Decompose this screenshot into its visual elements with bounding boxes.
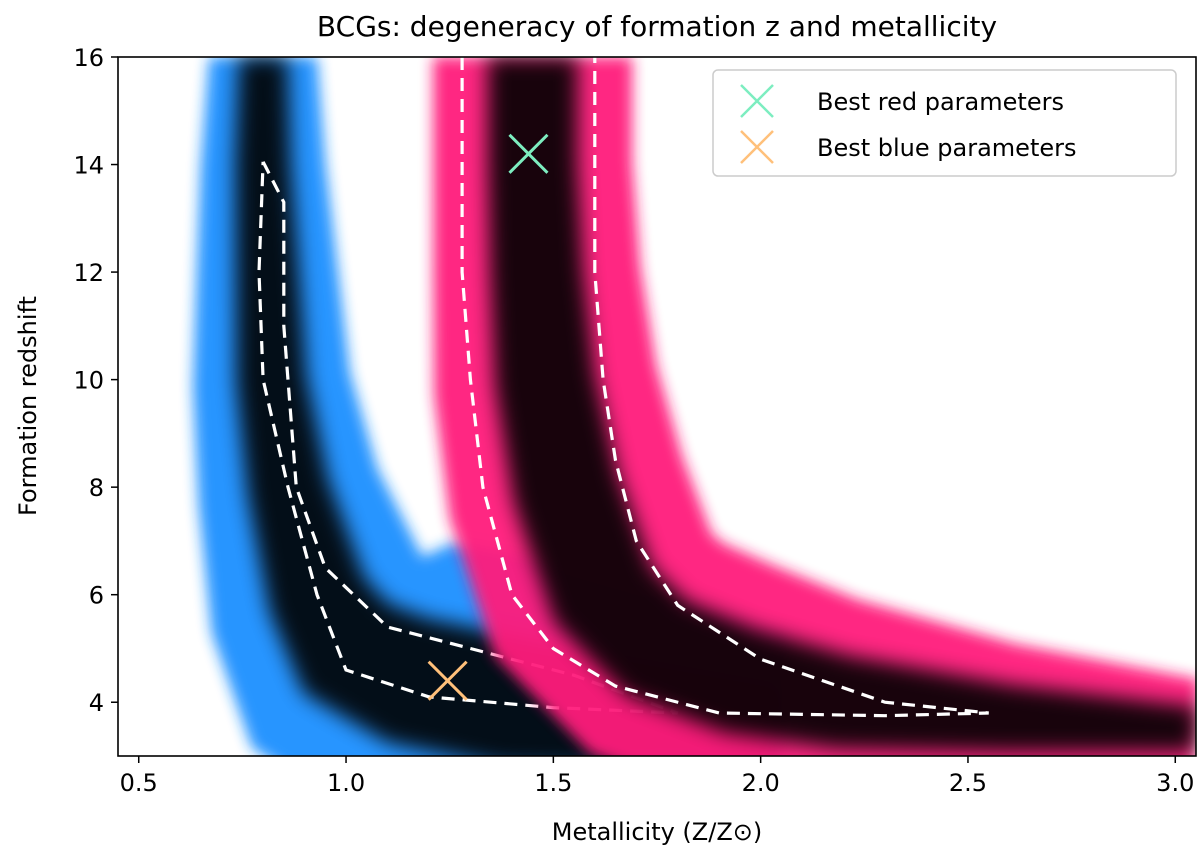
legend-marker-1 [740, 130, 774, 164]
x-tick-label: 0.5 [120, 769, 158, 797]
y-tick-label: 16 [73, 44, 104, 72]
marker-x-0 [508, 133, 549, 174]
legend-marker-0 [740, 84, 774, 118]
y-axis-label: Formation redshift [14, 296, 42, 516]
y-tick-label: 8 [89, 474, 104, 502]
y-tick-label: 6 [89, 582, 104, 610]
marker-x-1 [427, 660, 468, 701]
legend: Best red parameters Best blue parameters [712, 69, 1177, 177]
x-tick-label: 1.0 [327, 769, 365, 797]
x-tick-label: 1.5 [534, 769, 572, 797]
x-axis-label: Metallicity (Z/Z⊙) [552, 818, 763, 846]
plot-frame [117, 56, 1197, 757]
y-axis: 4 6 8 10 12 14 16 [73, 44, 118, 717]
x-tick-label: 2.0 [742, 769, 780, 797]
x-tick-label: 3.0 [1156, 769, 1194, 797]
y-tick-label: 10 [73, 367, 104, 395]
plot-area [193, 57, 1196, 756]
x-axis: 0.5 1.0 1.5 2.0 2.5 3.0 [120, 756, 1194, 797]
series-band-1 [433, 57, 1196, 756]
legend-label-0: Best red parameters [817, 88, 1064, 116]
legend-label-1: Best blue parameters [817, 134, 1077, 162]
x-tick-label: 2.5 [949, 769, 987, 797]
y-tick-label: 4 [89, 689, 104, 717]
band-core-1 [487, 57, 1196, 752]
y-tick-label: 14 [73, 152, 104, 180]
legend-box [712, 69, 1177, 177]
y-tick-label: 12 [73, 259, 104, 287]
chart-title: BCGs: degeneracy of formation z and meta… [317, 10, 997, 43]
